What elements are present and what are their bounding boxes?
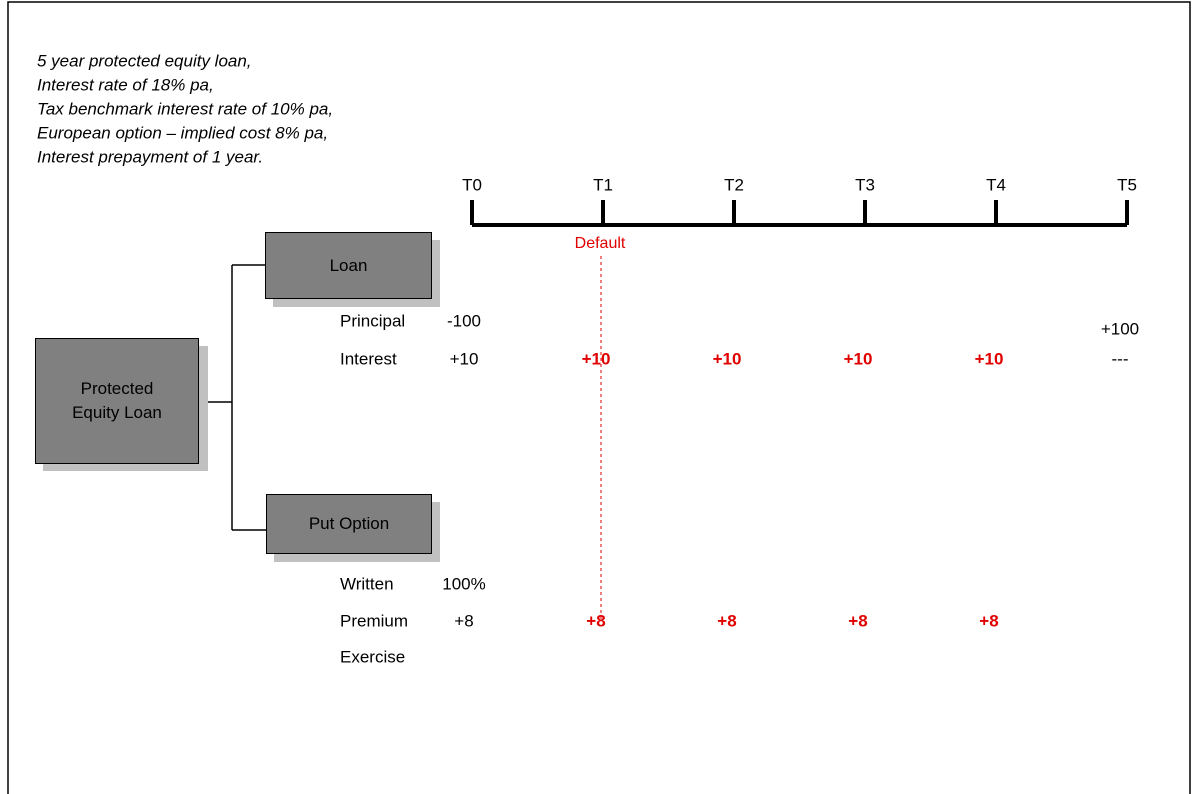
period-label: T2 [724, 175, 744, 194]
note-line: European option – implied cost 8% pa, [37, 123, 328, 142]
row-label: Written [340, 574, 394, 593]
cell-value: +10 [582, 349, 611, 368]
cell-value: +10 [713, 349, 742, 368]
timeline: T0 T1 T2 T3 T4 T5 [462, 175, 1137, 225]
cell-value: +8 [717, 611, 736, 630]
frame [7, 1, 1191, 794]
node-put-option: Put Option [266, 494, 432, 554]
row-label: Principal [340, 311, 405, 330]
period-label: T3 [855, 175, 875, 194]
row-label: Premium [340, 611, 408, 630]
period-label: T0 [462, 175, 482, 194]
row-label: Exercise [340, 647, 405, 666]
default-label: Default [575, 235, 626, 252]
period-label: T5 [1117, 175, 1137, 194]
cell-value: -100 [447, 311, 481, 330]
connectors [198, 264, 266, 531]
notes: 5 year protected equity loan, Interest ra… [37, 51, 333, 166]
node-root: Protected Equity Loan [35, 338, 199, 464]
note-line: Interest rate of 18% pa, [37, 75, 214, 94]
cell-value: +8 [454, 611, 473, 630]
note-line: Tax benchmark interest rate of 10% pa, [37, 99, 333, 118]
period-label: T4 [986, 175, 1006, 194]
cell-value: +10 [450, 349, 479, 368]
cell-value: +10 [844, 349, 873, 368]
cell-value: +100 [1101, 319, 1139, 338]
cell-value: +8 [979, 611, 998, 630]
period-label: T1 [593, 175, 613, 194]
cell-value: 100% [442, 574, 485, 593]
cell-value: +8 [586, 611, 605, 630]
cell-value: +10 [975, 349, 1004, 368]
note-line: 5 year protected equity loan, [37, 51, 252, 70]
row-label: Interest [340, 349, 397, 368]
note-line: Interest prepayment of 1 year. [37, 147, 263, 166]
rows: Principal -100 +100 Interest +10 +10 +10 +10 +10… [340, 311, 1139, 666]
node-loan: Loan [265, 232, 432, 299]
cell-value: +8 [848, 611, 867, 630]
cell-value: --- [1112, 349, 1129, 368]
